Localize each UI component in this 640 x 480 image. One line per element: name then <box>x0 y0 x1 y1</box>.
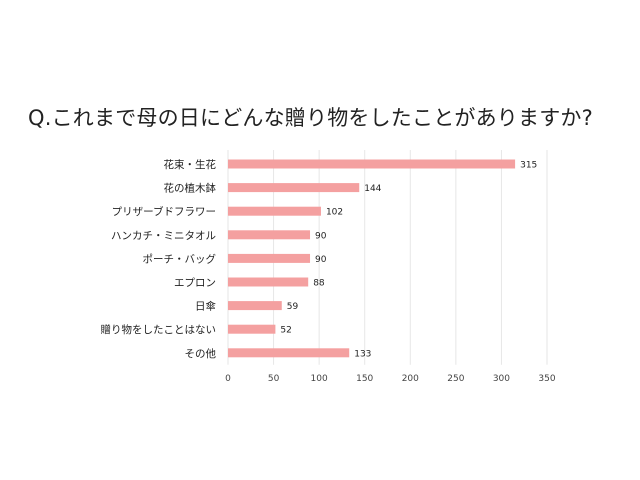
x-tick-label: 250 <box>447 374 464 384</box>
value-label: 90 <box>315 231 327 241</box>
bar <box>228 253 311 263</box>
bar <box>228 348 350 358</box>
bars <box>228 159 516 358</box>
bar <box>228 159 516 169</box>
category-label: 日傘 <box>195 301 216 313</box>
category-label: 花の植木鉢 <box>164 182 217 195</box>
value-label: 315 <box>520 161 537 171</box>
bar <box>228 183 360 193</box>
value-labels: 315 144 102 90 90 88 59 52 133 <box>280 161 537 360</box>
bar <box>228 324 276 334</box>
x-tick-label: 200 <box>402 374 419 384</box>
bar <box>228 277 309 287</box>
category-labels: 花束・生花花の植木鉢プリザーブドフラワーハンカチ・ミニタオルポーチ・バッグエプロ… <box>101 158 217 360</box>
value-label: 88 <box>313 279 325 289</box>
x-tick-label: 300 <box>493 374 510 384</box>
value-label: 144 <box>364 184 381 194</box>
value-label: 133 <box>354 349 371 359</box>
bar <box>228 230 311 240</box>
bar <box>228 206 321 216</box>
category-label: プリザーブドフラワー <box>112 205 216 218</box>
x-tick-label: 100 <box>311 374 328 384</box>
category-label: 贈り物をしたことはない <box>101 323 217 336</box>
category-label: エプロン <box>174 277 216 289</box>
chart-title: Q.これまで母の日にどんな贈り物をしたことがありますか? <box>28 106 593 130</box>
value-label: 102 <box>326 208 343 218</box>
category-label: その他 <box>185 347 217 360</box>
value-label: 90 <box>315 255 327 265</box>
value-label: 52 <box>280 326 291 336</box>
x-axis-tick-labels: 0 50 100 150 200 250 300 350 <box>225 374 556 384</box>
x-tick-label: 350 <box>538 374 555 384</box>
bar <box>228 301 282 311</box>
x-tick-label: 0 <box>225 374 231 384</box>
x-tick-label: 50 <box>268 374 280 384</box>
category-label: ハンカチ・ミニタオル <box>111 230 216 242</box>
category-label: ポーチ・バッグ <box>143 252 217 265</box>
x-tick-label: 150 <box>356 374 373 384</box>
value-label: 59 <box>287 302 299 312</box>
category-label: 花束・生花 <box>164 158 217 171</box>
